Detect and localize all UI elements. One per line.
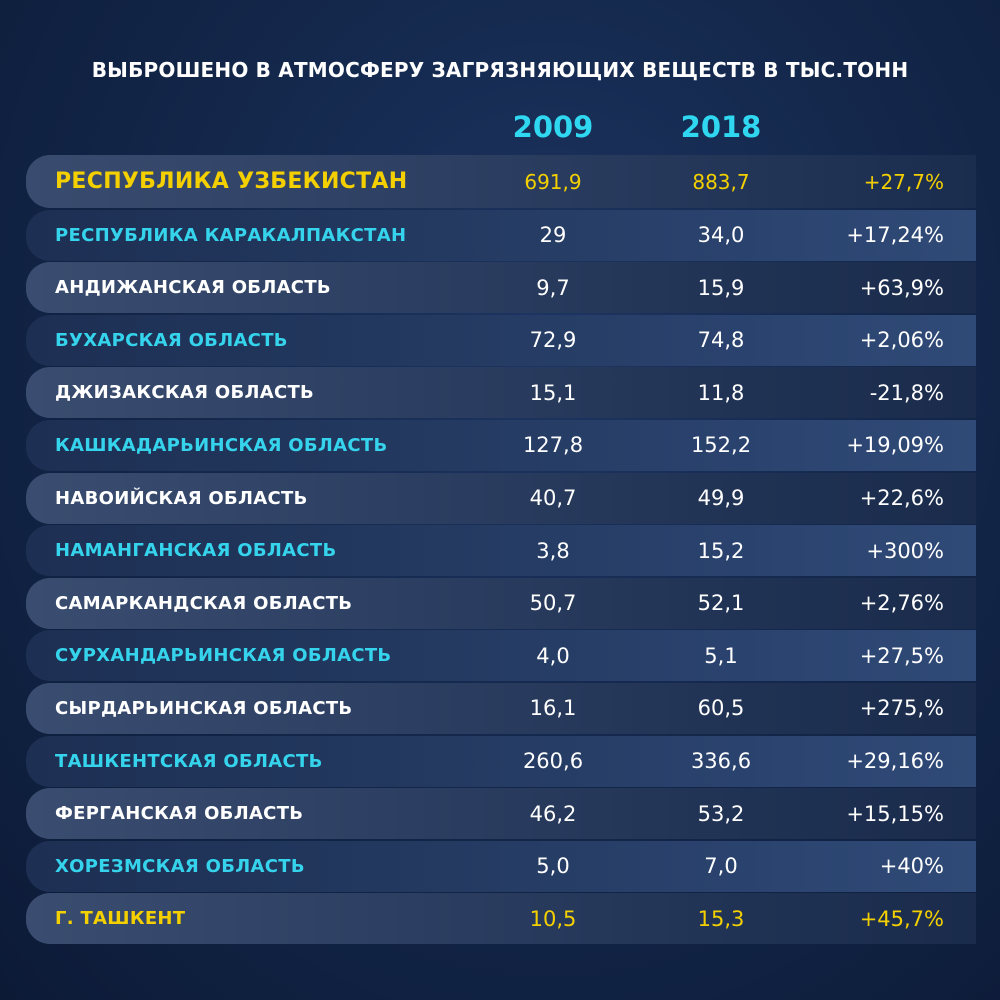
change-percent: -21,8%	[869, 380, 944, 405]
table-row: ТАШКЕНТСКАЯ ОБЛАСТЬ 260,6 336,6 +29,16%	[26, 735, 976, 787]
table-row: СУРХАНДАРЬИНСКАЯ ОБЛАСТЬ 4,0 5,1 +27,5%	[26, 630, 976, 682]
emissions-table: РЕСПУБЛИКА УЗБЕКИСТАН 691,9 883,7 +27,7% РЕС…	[26, 155, 976, 946]
change-percent: +19,09%	[846, 433, 944, 458]
column-header-2018: 2018	[680, 110, 762, 144]
table-row: КАШКАДАРЬИНСКАЯ ОБЛАСТЬ 127,8 152,2 +19,09%	[26, 419, 976, 471]
region-name: САМАРКАНДСКАЯ ОБЛАСТЬ	[55, 592, 353, 614]
value-2009: 691,9	[524, 169, 582, 194]
change-percent: +45,7%	[859, 906, 944, 931]
table-row: Г. ТАШКЕНТ 10,5 15,3 +45,7%	[26, 893, 976, 945]
region-name: НАВОИЙСКАЯ ОБЛАСТЬ	[55, 487, 308, 509]
value-2009: 10,5	[529, 906, 577, 931]
value-2018: 5,1	[704, 643, 738, 668]
table-row: ХОРЕЗМСКАЯ ОБЛАСТЬ 5,0 7,0 +40%	[26, 840, 976, 892]
value-2009: 9,7	[536, 275, 570, 300]
value-2009: 72,9	[529, 328, 577, 353]
region-name: Г. ТАШКЕНТ	[55, 908, 186, 930]
change-percent: +2,06%	[859, 328, 944, 353]
value-2009: 40,7	[529, 486, 577, 511]
change-percent: +27,7%	[863, 169, 944, 194]
value-2009: 4,0	[536, 643, 570, 668]
value-2018: 336,6	[690, 749, 752, 774]
table-row: РЕСПУБЛИКА КАРАКАЛПАКСТАН 29 34,0 +17,24%	[26, 209, 976, 261]
region-name: ХОРЕЗМСКАЯ ОБЛАСТЬ	[55, 855, 305, 877]
region-name: ФЕРГАНСКАЯ ОБЛАСТЬ	[55, 803, 304, 825]
value-2018: 11,8	[697, 380, 745, 405]
change-percent: +15,15%	[846, 801, 944, 826]
value-2018: 74,8	[697, 328, 745, 353]
table-row: АНДИЖАНСКАЯ ОБЛАСТЬ 9,7 15,9 +63,9%	[26, 262, 976, 314]
region-name: АНДИЖАНСКАЯ ОБЛАСТЬ	[55, 277, 331, 299]
region-name: РЕСПУБЛИКА УЗБЕКИСТАН	[55, 169, 408, 194]
value-2018: 60,5	[697, 696, 745, 721]
change-percent: +275,%	[859, 696, 944, 721]
region-name: БУХАРСКАЯ ОБЛАСТЬ	[55, 329, 288, 351]
region-name: СУРХАНДАРЬИНСКАЯ ОБЛАСТЬ	[55, 645, 392, 667]
column-header-2009: 2009	[512, 110, 594, 144]
value-2009: 46,2	[529, 801, 577, 826]
value-2018: 15,9	[697, 275, 745, 300]
region-name: ДЖИЗАКСКАЯ ОБЛАСТЬ	[55, 382, 315, 404]
change-percent: +2,76%	[859, 591, 944, 616]
region-name: НАМАНГАНСКАЯ ОБЛАСТЬ	[55, 540, 337, 562]
value-2009: 15,1	[529, 380, 577, 405]
table-row: СЫРДАРЬИНСКАЯ ОБЛАСТЬ 16,1 60,5 +275,%	[26, 682, 976, 734]
value-2009: 29	[539, 223, 567, 248]
table-row: НАМАНГАНСКАЯ ОБЛАСТЬ 3,8 15,2 +300%	[26, 525, 976, 577]
value-2009: 5,0	[536, 854, 570, 879]
region-name: РЕСПУБЛИКА КАРАКАЛПАКСТАН	[55, 224, 407, 246]
table-row: НАВОИЙСКАЯ ОБЛАСТЬ 40,7 49,9 +22,6%	[26, 472, 976, 524]
value-2018: 15,2	[697, 538, 745, 563]
change-percent: +40%	[879, 854, 944, 879]
region-name: КАШКАДАРЬИНСКАЯ ОБЛАСТЬ	[55, 434, 388, 456]
value-2009: 16,1	[529, 696, 577, 721]
value-2018: 883,7	[692, 169, 750, 194]
page-title: ВЫБРОШЕНО В АТМОСФЕРУ ЗАГРЯЗНЯЮЩИХ ВЕЩЕС…	[91, 58, 909, 82]
value-2009: 260,6	[522, 749, 584, 774]
change-percent: +17,24%	[846, 223, 944, 248]
table-row: ФЕРГАНСКАЯ ОБЛАСТЬ 46,2 53,2 +15,15%	[26, 788, 976, 840]
value-2018: 34,0	[697, 223, 745, 248]
value-2018: 7,0	[704, 854, 738, 879]
change-percent: +300%	[866, 538, 944, 563]
value-2018: 152,2	[690, 433, 752, 458]
change-percent: +29,16%	[846, 749, 944, 774]
value-2018: 53,2	[697, 801, 745, 826]
value-2009: 50,7	[529, 591, 577, 616]
table-row: РЕСПУБЛИКА УЗБЕКИСТАН 691,9 883,7 +27,7%	[26, 155, 976, 208]
change-percent: +22,6%	[859, 486, 944, 511]
region-name: ТАШКЕНТСКАЯ ОБЛАСТЬ	[55, 750, 323, 772]
value-2018: 49,9	[697, 486, 745, 511]
value-2009: 127,8	[522, 433, 584, 458]
value-2018: 52,1	[697, 591, 745, 616]
change-percent: +63,9%	[859, 275, 944, 300]
table-row: БУХАРСКАЯ ОБЛАСТЬ 72,9 74,8 +2,06%	[26, 314, 976, 366]
table-row: ДЖИЗАКСКАЯ ОБЛАСТЬ 15,1 11,8 -21,8%	[26, 367, 976, 419]
value-2018: 15,3	[697, 906, 745, 931]
change-percent: +27,5%	[859, 643, 944, 668]
table-row: САМАРКАНДСКАЯ ОБЛАСТЬ 50,7 52,1 +2,76%	[26, 577, 976, 629]
region-name: СЫРДАРЬИНСКАЯ ОБЛАСТЬ	[55, 697, 353, 719]
value-2009: 3,8	[536, 538, 570, 563]
